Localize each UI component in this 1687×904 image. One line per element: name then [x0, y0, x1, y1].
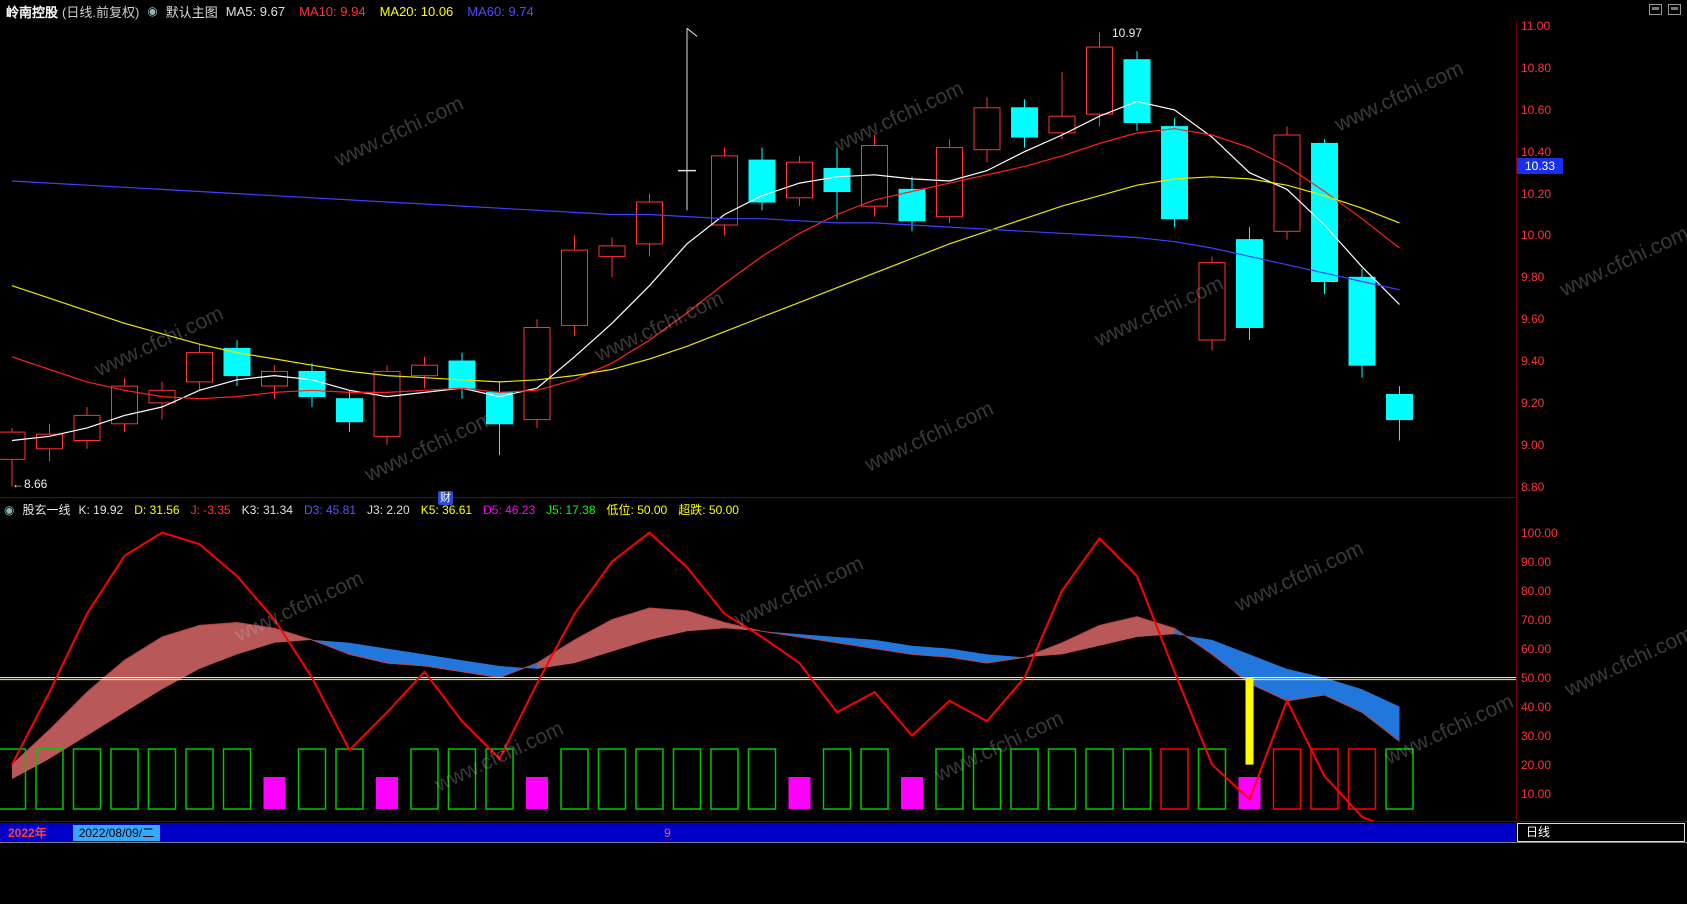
indicator-name[interactable]: 股玄一线 — [22, 503, 71, 517]
indicator-axis-label: 70.00 — [1521, 612, 1552, 627]
indicator-chart[interactable] — [0, 521, 1516, 821]
ma-value: MA5: 9.67 — [225, 3, 286, 19]
indicator-value: K: 19.92 — [78, 503, 124, 517]
price-axis-label: 9.60 — [1521, 312, 1545, 327]
indicator-style-icon[interactable]: ◉ — [4, 502, 15, 517]
chart-mode-label: (日线.前复权) — [62, 4, 140, 20]
indicator-value: K5: 36.61 — [420, 503, 473, 517]
candlestick-chart[interactable] — [0, 22, 1516, 497]
indicator-axis-label: 60.00 — [1521, 641, 1552, 656]
indicator-values: K: 19.92 D: 31.56 J: -3.35 K3: 31.34 D3: 45.… — [79, 501, 750, 518]
price-axis-label: 9.80 — [1521, 270, 1545, 285]
price-axis-label: 10.00 — [1521, 228, 1552, 243]
indicator-panel[interactable] — [0, 521, 1516, 821]
main-overlay-label[interactable]: 默认主图 — [165, 4, 218, 20]
indicator-axis-label: 10.00 — [1521, 786, 1552, 801]
main-chart-panel[interactable] — [0, 22, 1516, 497]
period-label[interactable]: 日线 — [1517, 823, 1685, 842]
price-axis-label: 8.80 — [1521, 479, 1545, 494]
date-bar[interactable]: 2022年 2022/08/09/二 9 — [0, 823, 1516, 842]
date-label: 2022/08/09/二 — [72, 824, 161, 841]
month-label: 9 — [664, 825, 671, 840]
price-badge: 10.33 — [1517, 158, 1563, 175]
indicator-axis-label: 20.00 — [1521, 757, 1552, 772]
ma-value: MA60: 9.74 — [467, 3, 534, 19]
price-axis-label: 11.00 — [1521, 19, 1551, 34]
price-axis: 11.00 10.80 10.60 10.40 10.20 10.00 9.80 9.60 9.… — [1521, 19, 1681, 497]
status-bar: 2022年 2022/08/09/二 9 日线 — [0, 821, 1687, 842]
year-label: 2022年 — [8, 826, 47, 840]
indicator-axis-label: 90.00 — [1521, 554, 1552, 569]
price-axis-label: 10.80 — [1521, 61, 1552, 76]
indicator-value: J: -3.35 — [190, 503, 231, 517]
ma-value: MA10: 9.94 — [299, 3, 366, 19]
indicator-value: D: 31.56 — [134, 503, 180, 517]
indicator-axis-label: 50.00 — [1521, 670, 1552, 685]
price-axis-label: 10.40 — [1521, 144, 1552, 159]
ma-value: MA20: 10.06 — [379, 3, 454, 19]
indicator-value: J5: 17.38 — [546, 503, 596, 517]
axis-divider — [1516, 22, 1517, 821]
price-axis-label: 9.40 — [1521, 353, 1545, 368]
indicator-value: 低位: 50.00 — [606, 503, 668, 517]
indicator-header: ◉ 股玄一线 K: 19.92 D: 31.56 J: -3.35 K3: 31.34… — [0, 497, 1516, 521]
low-annotation: ←8.66 — [12, 477, 48, 491]
high-annotation: 10.97 — [1112, 26, 1143, 40]
main-chart-style-icon[interactable]: ◉ — [147, 4, 158, 18]
price-axis-label: 9.20 — [1521, 395, 1545, 410]
maximize-icon[interactable] — [1668, 4, 1681, 15]
indicator-axis-label: 80.00 — [1521, 583, 1552, 598]
indicator-axis-label: 40.00 — [1521, 699, 1552, 714]
window-controls — [1649, 4, 1681, 15]
indicator-axis-label: 30.00 — [1521, 728, 1552, 743]
event-marker[interactable]: 财 — [438, 491, 453, 505]
split-window-icon[interactable] — [1649, 4, 1662, 15]
ma-values: MA5: 9.67 MA10: 9.94 MA20: 10.06 MA60: 9.74 — [226, 4, 548, 19]
stock-title: 岭南控股 — [6, 4, 59, 20]
price-axis-label: 10.60 — [1521, 102, 1552, 117]
indicator-value: 超跌: 50.00 — [678, 503, 739, 517]
indicator-axis-label: 100.00 — [1521, 525, 1558, 540]
indicator-value: J3: 2.20 — [367, 503, 410, 517]
indicator-value: D3: 45.81 — [303, 503, 357, 517]
top-toolbar: 岭南控股 (日线.前复权) ◉ 默认主图 MA5: 9.67 MA10: 9.94… — [0, 0, 1687, 22]
indicator-value: K3: 31.34 — [241, 503, 293, 517]
price-axis-label: 9.00 — [1521, 437, 1545, 452]
bottom-spacer — [0, 842, 1687, 904]
indicator-axis: 100.00 90.00 80.00 70.00 60.00 50.00 40.00 30.0… — [1521, 521, 1681, 821]
price-axis-label: 10.20 — [1521, 186, 1552, 201]
indicator-value: D5: 46.23 — [483, 503, 536, 517]
